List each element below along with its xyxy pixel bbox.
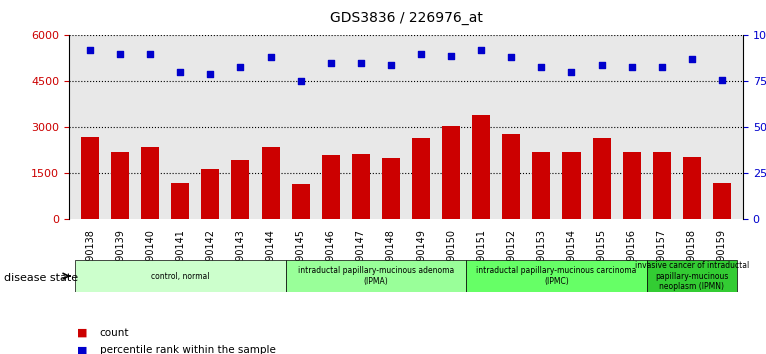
Bar xyxy=(292,184,309,219)
Point xyxy=(174,69,186,75)
FancyBboxPatch shape xyxy=(466,260,647,292)
Bar xyxy=(81,137,99,219)
Point xyxy=(565,69,578,75)
Bar xyxy=(322,155,340,219)
Bar xyxy=(201,169,219,219)
Point xyxy=(264,55,277,60)
Bar xyxy=(623,152,640,219)
Point xyxy=(656,64,668,69)
Point xyxy=(83,47,97,53)
Text: GDS3836 / 226976_at: GDS3836 / 226976_at xyxy=(329,11,483,25)
Point xyxy=(355,60,367,66)
FancyBboxPatch shape xyxy=(647,260,737,292)
Bar xyxy=(562,152,581,219)
Point xyxy=(114,51,126,57)
Point xyxy=(294,79,306,84)
Text: intraductal papillary-mucinous carcinoma
(IPMC): intraductal papillary-mucinous carcinoma… xyxy=(476,267,637,286)
Bar xyxy=(713,183,731,219)
Point xyxy=(686,57,698,62)
Bar xyxy=(532,152,551,219)
Bar xyxy=(382,158,400,219)
Point xyxy=(385,62,397,68)
FancyBboxPatch shape xyxy=(286,260,466,292)
Point xyxy=(234,64,247,69)
Point xyxy=(595,62,607,68)
Point xyxy=(325,60,337,66)
Point xyxy=(445,53,457,58)
Text: control, normal: control, normal xyxy=(151,272,210,281)
Text: invasive cancer of intraductal
papillary-mucinous
neoplasm (IPMN): invasive cancer of intraductal papillary… xyxy=(635,261,749,291)
Point xyxy=(626,64,638,69)
Text: disease state: disease state xyxy=(4,273,78,283)
Text: intraductal papillary-mucinous adenoma
(IPMA): intraductal papillary-mucinous adenoma (… xyxy=(298,267,454,286)
Bar xyxy=(261,147,280,219)
Text: count: count xyxy=(100,328,129,338)
Bar xyxy=(412,138,430,219)
Point xyxy=(205,71,217,77)
Bar xyxy=(653,152,671,219)
Point xyxy=(144,51,156,57)
Text: ■: ■ xyxy=(77,328,87,338)
Point xyxy=(415,51,427,57)
Text: ■: ■ xyxy=(77,346,87,354)
Bar xyxy=(442,126,460,219)
Bar xyxy=(352,154,370,219)
Bar xyxy=(502,133,520,219)
Bar xyxy=(111,152,129,219)
Bar xyxy=(231,160,250,219)
FancyBboxPatch shape xyxy=(75,260,286,292)
Point xyxy=(506,55,518,60)
Bar xyxy=(683,156,701,219)
Bar xyxy=(472,115,490,219)
Point xyxy=(715,77,728,82)
Point xyxy=(535,64,548,69)
Point xyxy=(475,47,487,53)
Bar xyxy=(172,183,189,219)
Bar xyxy=(593,138,611,219)
Bar xyxy=(141,147,159,219)
Text: percentile rank within the sample: percentile rank within the sample xyxy=(100,346,276,354)
